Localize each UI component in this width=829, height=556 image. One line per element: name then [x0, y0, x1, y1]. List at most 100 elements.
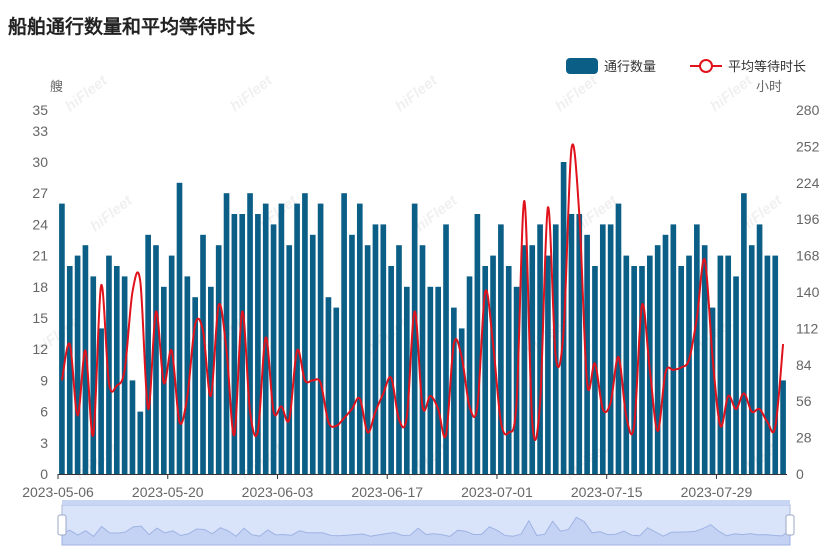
count-bar: [66, 266, 73, 474]
wait-time-line[interactable]: [60, 143, 785, 441]
left-axis-tick-label: 35: [32, 102, 48, 118]
zoom-handle-left: [57, 514, 67, 536]
left-axis-tick-label: 33: [32, 123, 48, 139]
count-bar: [686, 255, 692, 474]
count-bar: [106, 255, 112, 474]
left-axis-tick-label: 21: [32, 248, 48, 264]
legend-label-wait: 平均等待时长: [728, 59, 807, 74]
count-bar: [780, 380, 786, 474]
count-bar: [733, 276, 739, 474]
watermark-text: hiFleet: [62, 71, 111, 115]
count-bar: [192, 297, 198, 474]
count-bar: [255, 214, 261, 474]
count-bar: [223, 193, 230, 474]
x-axis-tick-label: 2023-07-15: [571, 484, 643, 500]
watermark-text: hiFleet: [707, 71, 756, 115]
watermark-text: hiFleet: [412, 191, 461, 235]
count-bar: [388, 266, 394, 474]
count-bar: [90, 276, 97, 474]
x-axis-tick-label: 2023-07-29: [681, 484, 753, 500]
count-bar: [380, 224, 387, 474]
count-bar: [333, 307, 340, 474]
legend-item-wait[interactable]: 平均等待时长: [690, 56, 806, 75]
count-bar: [694, 224, 700, 474]
left-axis: 0 3 6 9 12 15 18 21 24 27 30 33 35: [32, 102, 48, 482]
count-bar: [270, 224, 277, 474]
count-bar: [247, 193, 253, 474]
watermark-text: hiFleet: [227, 71, 276, 115]
count-bar: [364, 245, 371, 474]
count-bar: [513, 286, 520, 474]
count-bar: [458, 328, 465, 474]
count-bar: [654, 245, 661, 474]
count-bar: [356, 203, 363, 474]
left-axis-tick-label: 3: [40, 435, 48, 451]
count-bar: [639, 266, 645, 474]
count-bar: [74, 255, 81, 474]
count-bar: [498, 224, 504, 474]
right-axis-tick-label: 168: [796, 248, 820, 264]
count-bar: [294, 203, 300, 474]
count-bar: [490, 255, 496, 474]
watermark-text: hiFleet: [392, 71, 441, 115]
left-axis-tick-label: 24: [32, 216, 48, 232]
count-bar: [709, 307, 716, 474]
count-bar: [451, 307, 457, 474]
right-axis-tick-label: 112: [796, 320, 819, 336]
x-axis: 2023-05-06 2023-05-20 2023-06-03 2023-06-17…: [22, 474, 752, 500]
legend-item-count[interactable]: 通行数量: [566, 56, 656, 75]
right-axis: 0 28 56 84 112 140 168 196 224 252 280: [796, 102, 820, 482]
zoom-preview-area: [61, 516, 791, 546]
zoom-handle-right: [785, 514, 795, 536]
right-axis-tick-label: 224: [796, 175, 820, 191]
x-axis-tick-label: 2023-07-01: [461, 484, 533, 500]
count-bar: [404, 286, 410, 474]
legend-bar-swatch: [566, 57, 598, 74]
count-bar: [341, 193, 347, 474]
right-axis-tick-label: 56: [796, 393, 812, 409]
count-bar: [756, 224, 763, 474]
count-bar: [443, 224, 449, 474]
count-bar: [576, 214, 583, 474]
left-axis-tick-label: 15: [32, 310, 48, 326]
count-bar: [701, 245, 708, 474]
count-bar: [584, 234, 590, 474]
count-bar: [215, 245, 222, 474]
count-bar: [764, 255, 771, 474]
count-bar: [427, 286, 434, 474]
count-bar: [396, 245, 402, 474]
count-bar: [200, 234, 206, 474]
count-bar: [137, 411, 144, 474]
right-axis-tick-label: 28: [796, 430, 812, 446]
data-zoom-slider[interactable]: [57, 500, 795, 546]
count-bar: [631, 266, 637, 474]
count-bar: [772, 255, 779, 474]
count-bar: [153, 245, 159, 474]
count-bar: [482, 266, 489, 474]
chart-title: 船舶通行数量和平均等待时长: [8, 17, 256, 38]
left-axis-tick-label: 9: [40, 372, 48, 388]
count-bar: [466, 276, 473, 474]
count-bar: [545, 255, 551, 474]
count-bar: [474, 214, 481, 474]
count-bar: [748, 245, 755, 474]
count-bar: [309, 234, 316, 474]
x-axis-tick-label: 2023-06-17: [351, 484, 423, 500]
count-bar: [231, 214, 238, 474]
left-axis-tick-label: 27: [32, 185, 48, 201]
count-bar: [623, 255, 630, 474]
count-bar: [349, 234, 355, 474]
count-bar: [505, 266, 512, 474]
bar-series[interactable]: [59, 162, 786, 475]
right-axis-unit: 小时: [756, 79, 783, 94]
count-bar: [82, 245, 89, 474]
count-bar: [568, 214, 575, 474]
count-bar: [176, 182, 183, 475]
watermark-text: hiFleet: [552, 71, 601, 115]
count-bar: [98, 328, 104, 474]
count-bar: [325, 297, 332, 474]
legend-line-swatch: [690, 58, 722, 73]
count-bar: [302, 193, 308, 474]
count-bar: [741, 193, 747, 474]
